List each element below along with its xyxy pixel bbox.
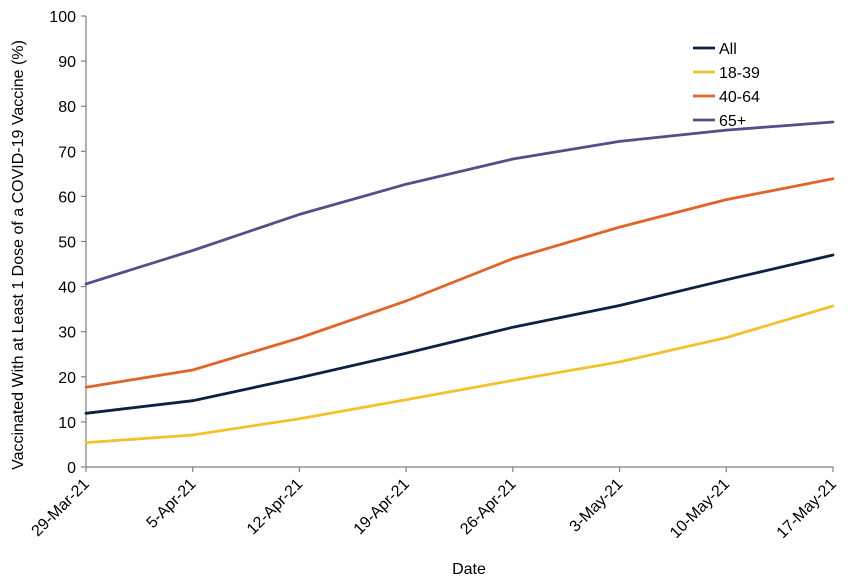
y-tick-label: 80	[58, 99, 76, 116]
x-tick-label: 5-Apr-21	[144, 476, 200, 532]
x-tick-label: 29-Mar-21	[29, 476, 93, 540]
y-tick-label: 50	[58, 235, 76, 252]
series-line-18-39	[84, 304, 835, 445]
legend-label: 18-39	[719, 65, 760, 82]
legend-label: 65+	[719, 113, 746, 130]
legend-label: 40-64	[719, 89, 760, 106]
x-tick-label: 10-May-21	[667, 476, 733, 542]
y-tick-label: 10	[58, 415, 76, 432]
legend-label: All	[719, 41, 737, 58]
x-tick-label: 17-May-21	[774, 476, 840, 542]
y-tick-label: 30	[58, 325, 76, 342]
series-line-65-	[84, 120, 835, 286]
series-line-all	[84, 253, 835, 415]
series-line-40-64	[84, 177, 835, 389]
x-tick-label: 19-Apr-21	[351, 476, 413, 538]
series-layer	[84, 120, 835, 445]
y-tick-label: 70	[58, 144, 76, 161]
y-tick-label: 100	[49, 9, 76, 26]
x-axis-title: Date	[452, 561, 486, 578]
y-tick-label: 20	[58, 370, 76, 387]
y-tick-label: 0	[67, 460, 76, 477]
x-tick-label: 12-Apr-21	[244, 476, 306, 538]
x-tick-label: 3-May-21	[567, 476, 627, 536]
y-tick-label: 90	[58, 54, 76, 71]
y-axis-title: Vaccinated With at Least 1 Dose of a COV…	[10, 40, 27, 470]
legend: All 18-39 40-64 65+	[693, 41, 760, 130]
y-tick-label: 60	[58, 189, 76, 206]
x-tick-label: 26-Apr-21	[457, 476, 519, 538]
y-tick-label: 40	[58, 280, 76, 297]
